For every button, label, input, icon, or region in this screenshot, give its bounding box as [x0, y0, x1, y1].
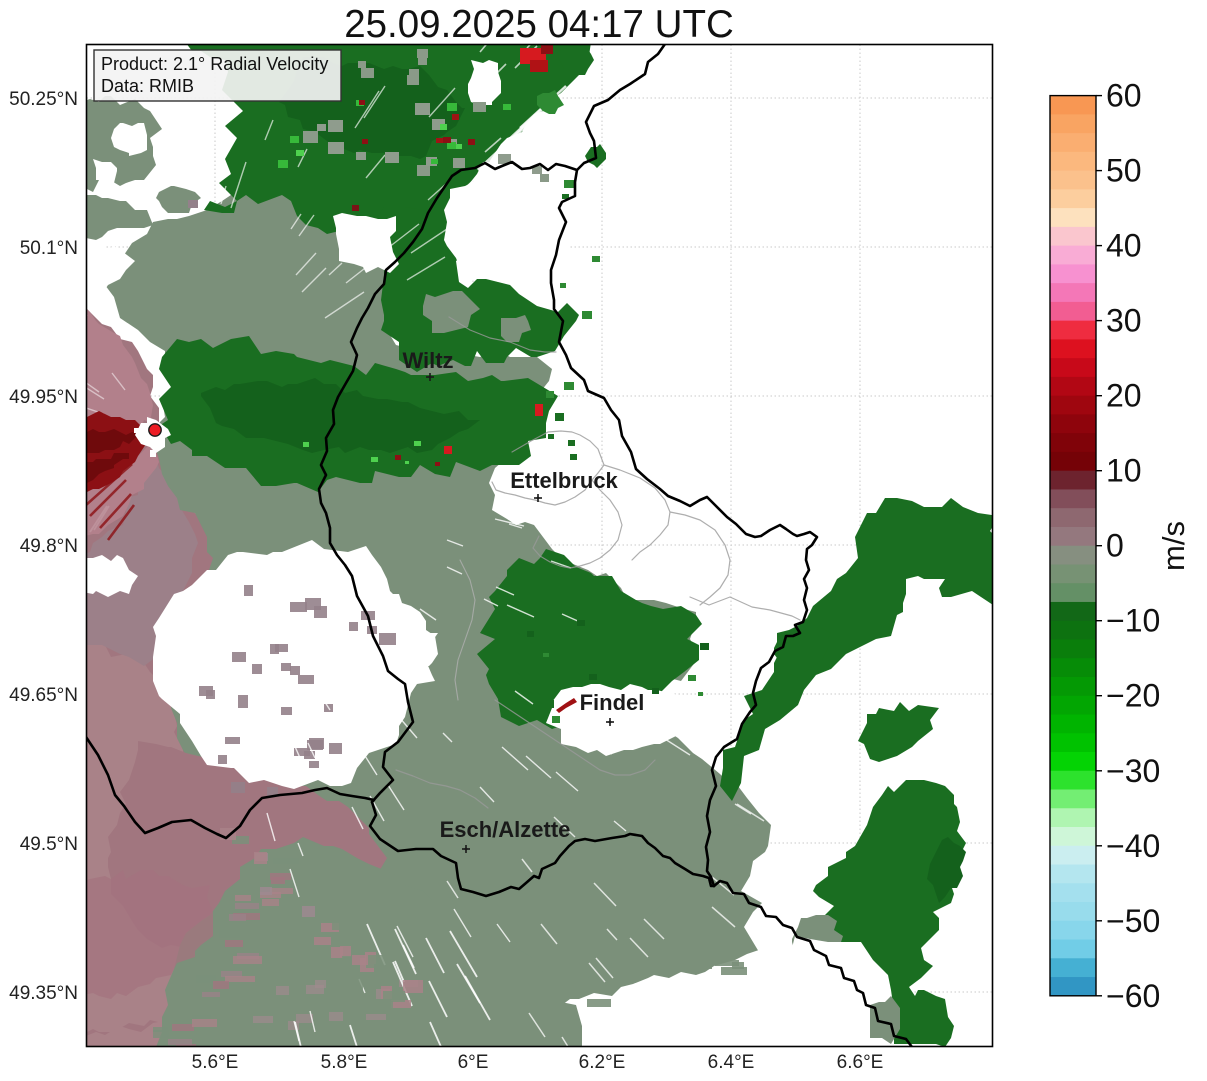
svg-text:−20: −20 — [1106, 678, 1160, 714]
svg-text:m/s: m/s — [1156, 521, 1191, 571]
svg-text:25.09.2025 04:17 UTC: 25.09.2025 04:17 UTC — [344, 3, 734, 46]
svg-text:40: 40 — [1106, 228, 1142, 264]
svg-text:49.5°N: 49.5°N — [20, 834, 78, 855]
svg-text:50.25°N: 50.25°N — [9, 89, 78, 110]
svg-text:30: 30 — [1106, 303, 1142, 339]
svg-text:6.4°E: 6.4°E — [708, 1052, 755, 1073]
svg-text:Ettelbruck: Ettelbruck — [510, 468, 618, 493]
svg-text:0: 0 — [1106, 528, 1124, 564]
svg-text:−10: −10 — [1106, 603, 1160, 639]
svg-text:Product: 2.1° Radial Velocity: Product: 2.1° Radial Velocity — [101, 54, 328, 74]
svg-text:49.95°N: 49.95°N — [9, 387, 78, 408]
svg-text:60: 60 — [1106, 78, 1142, 114]
svg-text:20: 20 — [1106, 378, 1142, 414]
svg-text:5.6°E: 5.6°E — [192, 1052, 239, 1073]
svg-text:−60: −60 — [1106, 978, 1160, 1014]
svg-text:Data: RMIB: Data: RMIB — [101, 76, 194, 96]
svg-text:6.6°E: 6.6°E — [837, 1052, 884, 1073]
svg-text:50: 50 — [1106, 153, 1142, 189]
svg-text:−40: −40 — [1106, 828, 1160, 864]
svg-text:−30: −30 — [1106, 753, 1160, 789]
svg-text:Wiltz: Wiltz — [402, 348, 453, 373]
svg-text:49.65°N: 49.65°N — [9, 685, 78, 706]
svg-text:49.35°N: 49.35°N — [9, 983, 78, 1004]
svg-text:6°E: 6°E — [458, 1052, 489, 1073]
svg-text:50.1°N: 50.1°N — [20, 238, 78, 259]
svg-text:Findel: Findel — [580, 690, 645, 715]
svg-text:49.8°N: 49.8°N — [20, 536, 78, 557]
svg-text:−50: −50 — [1106, 903, 1160, 939]
svg-text:6.2°E: 6.2°E — [579, 1052, 626, 1073]
svg-text:Esch/Alzette: Esch/Alzette — [440, 817, 571, 842]
svg-text:5.8°E: 5.8°E — [321, 1052, 368, 1073]
svg-text:10: 10 — [1106, 453, 1142, 489]
